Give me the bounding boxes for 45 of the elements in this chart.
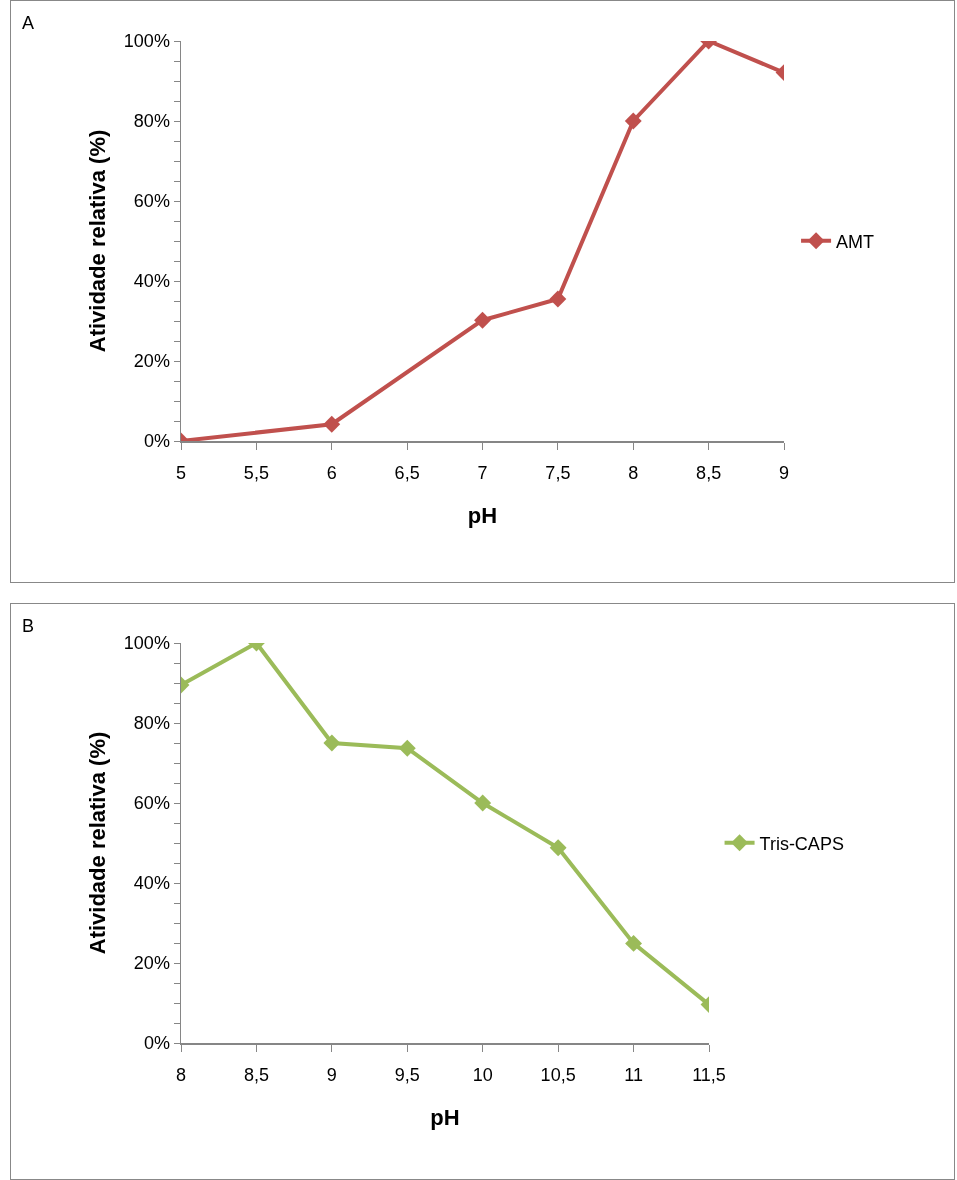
point [549, 290, 567, 308]
point [323, 415, 341, 433]
x-tick-label: 5 [175, 463, 187, 484]
x-tick-label: 11 [624, 1065, 643, 1086]
x-tick-label: 9,5 [394, 1065, 420, 1086]
y-axis-title: Atividade relativa (%) [84, 731, 110, 955]
y-tick-label: 60% [133, 793, 170, 814]
y-tick-label: 40% [133, 271, 170, 292]
x-tick-label: 11,5 [692, 1065, 726, 1086]
point [398, 739, 416, 757]
x-tick-label: 7,5 [545, 463, 571, 484]
x-tick-label: 5,5 [243, 463, 269, 484]
y-tick-label: 20% [133, 351, 170, 372]
x-tick-label: 6 [326, 463, 337, 484]
y-tick-label: 0% [143, 431, 170, 452]
text: B [22, 616, 35, 636]
point [624, 112, 642, 130]
x-tick-label: 10 [472, 1065, 493, 1086]
x-axis-title: pH [430, 1104, 460, 1130]
x-tick-label: 6,5 [394, 463, 420, 484]
x-tick-label: 9 [326, 1065, 337, 1086]
x-tick-label: 8 [628, 463, 639, 484]
point [323, 734, 341, 752]
point [549, 839, 567, 857]
y-tick-label: 20% [133, 953, 170, 974]
text: A [22, 13, 35, 33]
y-tick-label: 40% [133, 873, 170, 894]
y-tick-label: 100% [123, 633, 170, 654]
y-tick-label: 0% [143, 1033, 170, 1054]
x-tick-label: 8,5 [696, 463, 722, 484]
legend-label: AMT [836, 231, 875, 252]
legend-label: Tris-CAPS [759, 833, 844, 854]
point [474, 794, 492, 812]
x-tick-label: 7 [477, 463, 488, 484]
y-tick-label: 60% [133, 191, 170, 212]
y-tick-label: 80% [133, 713, 170, 734]
x-axis-title: pH [467, 502, 498, 528]
y-tick-label: 80% [133, 111, 170, 132]
y-tick-label: 100% [123, 31, 170, 52]
point [474, 311, 491, 329]
x-tick-label: 8,5 [243, 1065, 269, 1086]
x-tick-label: 8 [175, 1065, 187, 1086]
y-axis-title: Atividade relativa (%) [84, 129, 110, 353]
x-tick-label: 10,5 [540, 1065, 576, 1086]
x-tick-label: 9 [778, 463, 790, 484]
